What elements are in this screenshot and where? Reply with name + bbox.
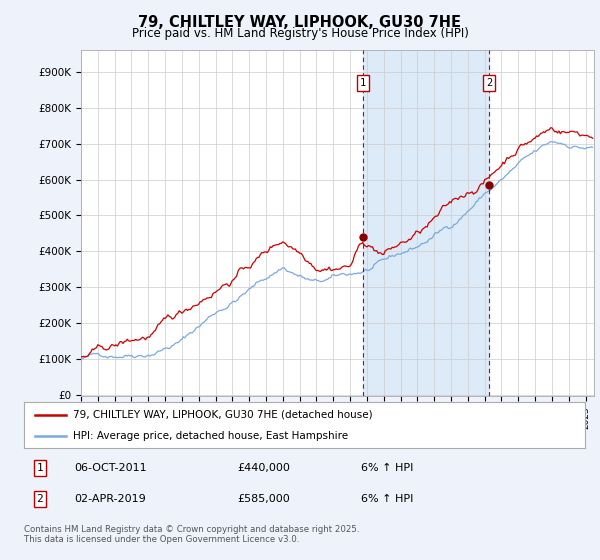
Text: 79, CHILTLEY WAY, LIPHOOK, GU30 7HE (detached house): 79, CHILTLEY WAY, LIPHOOK, GU30 7HE (det… — [73, 410, 373, 420]
Text: £440,000: £440,000 — [237, 463, 290, 473]
Text: 06-OCT-2011: 06-OCT-2011 — [74, 463, 147, 473]
Bar — [363, 50, 489, 396]
Text: 79, CHILTLEY WAY, LIPHOOK, GU30 7HE: 79, CHILTLEY WAY, LIPHOOK, GU30 7HE — [139, 15, 461, 30]
Text: HPI: Average price, detached house, East Hampshire: HPI: Average price, detached house, East… — [73, 431, 349, 441]
Text: £585,000: £585,000 — [237, 494, 290, 504]
Text: 6% ↑ HPI: 6% ↑ HPI — [361, 463, 413, 473]
Text: 02-APR-2019: 02-APR-2019 — [74, 494, 146, 504]
Text: 1: 1 — [360, 78, 366, 88]
Text: 1: 1 — [37, 463, 43, 473]
Text: 2: 2 — [37, 494, 43, 504]
Text: 6% ↑ HPI: 6% ↑ HPI — [361, 494, 413, 504]
Text: 2: 2 — [486, 78, 492, 88]
Text: Price paid vs. HM Land Registry's House Price Index (HPI): Price paid vs. HM Land Registry's House … — [131, 27, 469, 40]
Text: Contains HM Land Registry data © Crown copyright and database right 2025.
This d: Contains HM Land Registry data © Crown c… — [24, 525, 359, 544]
